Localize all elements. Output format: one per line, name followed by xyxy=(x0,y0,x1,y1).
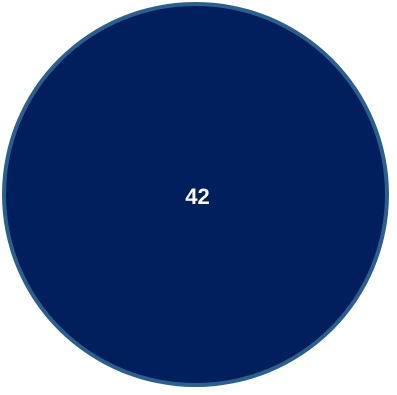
circle-node[interactable]: 42 xyxy=(2,2,389,387)
circle-label: 42 xyxy=(185,183,210,209)
